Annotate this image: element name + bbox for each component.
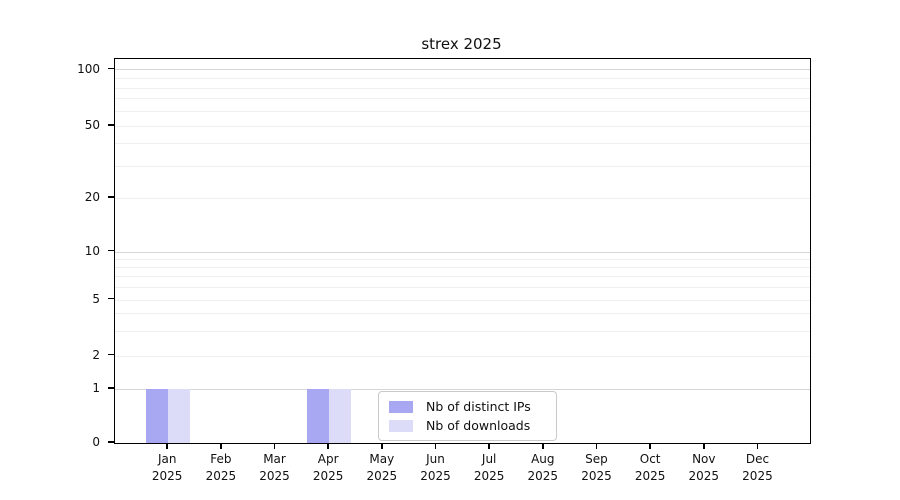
x-tick-mark — [649, 443, 651, 449]
x-tick-mark — [166, 443, 168, 449]
x-tick-month: Sep — [585, 452, 608, 466]
x-tick-month: Jun — [426, 452, 445, 466]
x-tick-label: Aug 2025 — [515, 451, 571, 485]
x-tick-month: Oct — [639, 452, 661, 466]
x-tick-mark — [595, 443, 598, 449]
x-tick-year: 2025 — [312, 469, 344, 483]
gridline-minor — [115, 143, 810, 145]
x-tick-year: 2025 — [634, 469, 666, 483]
legend-swatch-downloads-icon — [389, 419, 413, 432]
x-tick-label: Apr 2025 — [300, 451, 356, 485]
gridline-minor — [115, 125, 810, 127]
x-tick-mark — [542, 443, 544, 449]
y-tick-mark — [108, 249, 114, 252]
y-tick-label: 100 — [77, 61, 100, 76]
x-tick-mark — [703, 443, 705, 449]
x-tick-month: May — [369, 452, 395, 466]
chart-title: strex 2025 — [421, 35, 502, 53]
gridline-minor — [115, 87, 810, 89]
x-tick-mark — [756, 443, 759, 449]
legend-label-distinct-ips: Nb of distinct IPs — [426, 399, 531, 414]
x-tick-label: Sep 2025 — [568, 451, 624, 485]
gridline-minor — [115, 78, 810, 79]
x-tick-mark — [434, 443, 437, 449]
x-tick-month: Mar — [263, 452, 286, 466]
legend: Nb of distinct IPs Nb of downloads — [378, 391, 557, 441]
gridline-minor — [115, 313, 810, 315]
x-tick-label: Dec 2025 — [729, 451, 785, 485]
y-tick-mark — [108, 387, 114, 389]
gridline-major — [115, 388, 810, 390]
gridline-minor — [115, 355, 810, 357]
x-tick-label: Mar 2025 — [247, 451, 303, 485]
legend-item-downloads: Nb of downloads — [389, 418, 547, 433]
x-tick-label: Nov 2025 — [676, 451, 732, 485]
bar-downloads-jan — [168, 389, 191, 443]
y-tick-label: 2 — [92, 347, 100, 362]
x-tick-mark — [488, 443, 490, 449]
y-tick-label: 1 — [92, 381, 100, 395]
gridline-minor — [115, 276, 810, 278]
x-tick-label: Jul 2025 — [461, 451, 517, 485]
gridline-minor — [115, 299, 810, 301]
y-tick-mark — [108, 124, 114, 126]
x-tick-mark — [381, 443, 383, 449]
x-tick-year: 2025 — [366, 469, 398, 483]
gridline-minor — [115, 98, 810, 100]
gridline-minor — [115, 266, 810, 268]
y-tick-label: 50 — [84, 118, 100, 132]
y-tick-label: 0 — [92, 435, 100, 449]
x-tick-label: Jan 2025 — [139, 451, 195, 485]
x-tick-year: 2025 — [581, 469, 612, 483]
gridline-minor — [115, 258, 810, 260]
legend-label-downloads: Nb of downloads — [426, 418, 531, 433]
x-tick-year: 2025 — [420, 469, 451, 483]
bar-distinct-ips-apr — [307, 389, 330, 443]
x-tick-mark — [327, 443, 329, 449]
gridline-major — [115, 251, 810, 253]
y-tick-mark — [108, 353, 114, 356]
x-tick-year: 2025 — [259, 469, 290, 483]
x-tick-label: May 2025 — [354, 451, 410, 485]
bar-downloads-apr — [329, 389, 352, 443]
x-tick-mark — [220, 443, 222, 449]
gridline-minor — [115, 110, 810, 112]
y-tick-label: 20 — [84, 190, 100, 204]
y-tick-mark — [108, 67, 114, 70]
x-tick-month: Nov — [692, 452, 716, 466]
x-tick-year: 2025 — [473, 469, 505, 483]
x-tick-month: Jan — [157, 452, 177, 466]
gridline-minor — [115, 330, 810, 332]
legend-item-distinct-ips: Nb of distinct IPs — [389, 399, 547, 414]
x-tick-month: Dec — [745, 452, 770, 466]
x-tick-label: Feb 2025 — [193, 451, 249, 485]
y-tick-mark — [108, 196, 114, 198]
x-tick-month: Apr — [317, 452, 339, 466]
gridline-major — [115, 69, 810, 71]
x-tick-year: 2025 — [742, 469, 773, 483]
x-tick-year: 2025 — [527, 469, 559, 483]
x-tick-mark — [273, 443, 276, 449]
x-tick-month: Aug — [531, 452, 555, 466]
y-tick-label: 5 — [92, 291, 100, 306]
y-tick-label: 10 — [84, 243, 100, 258]
plot-area — [114, 58, 811, 444]
x-tick-year: 2025 — [205, 469, 237, 483]
y-tick-mark — [108, 441, 114, 443]
bar-distinct-ips-jan — [146, 389, 169, 443]
x-tick-month: Jul — [481, 452, 497, 466]
y-tick-mark — [108, 297, 114, 300]
x-tick-year: 2025 — [688, 469, 720, 483]
x-tick-label: Oct 2025 — [622, 451, 678, 485]
x-tick-month: Feb — [210, 452, 232, 466]
gridline-minor — [115, 197, 810, 199]
gridline-minor — [115, 286, 810, 288]
x-tick-label: Jun 2025 — [408, 451, 464, 485]
gridline-minor — [115, 165, 810, 167]
x-tick-year: 2025 — [151, 469, 183, 483]
legend-swatch-distinct-ips-icon — [389, 400, 413, 413]
